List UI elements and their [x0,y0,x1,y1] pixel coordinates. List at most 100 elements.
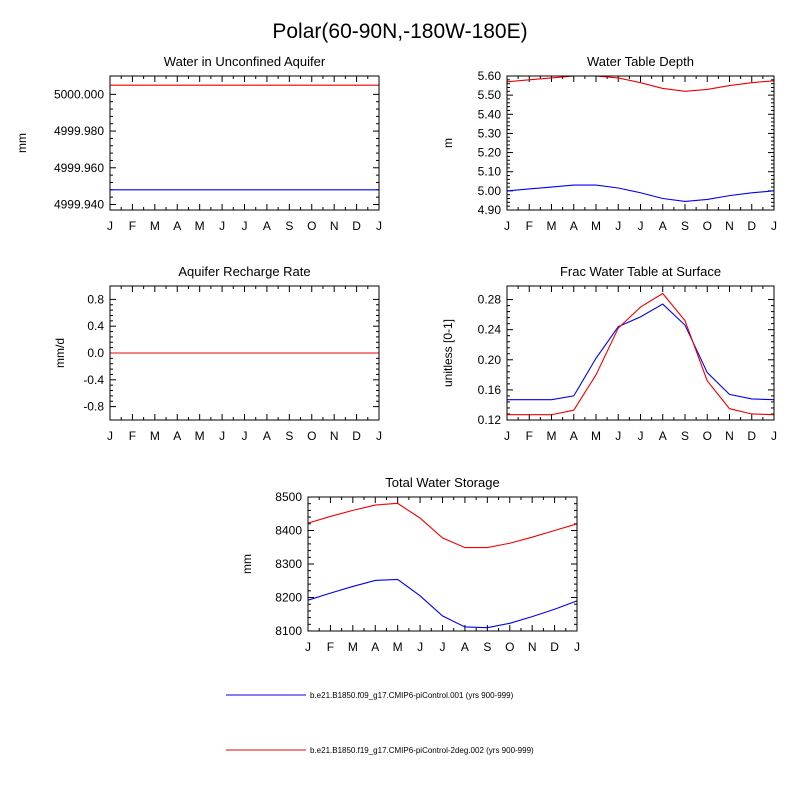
y-tick-label: 5.30 [478,126,502,140]
x-tick-label: N [330,219,339,233]
x-tick-label: J [771,429,777,443]
legend: b.e21.B1850.f09_g17.CMIP6-piControl.001 … [226,691,534,755]
y-tick-label: 4999.980 [54,124,104,138]
panel-title: Frac Water Table at Surface [560,264,721,279]
y-axis-label: mm [15,133,29,153]
y-tick-label: 8300 [275,557,302,571]
x-tick-label: D [550,640,559,654]
y-tick-label: 8100 [275,624,302,638]
plot-frame [506,75,775,211]
y-tick-label: 0.20 [478,353,502,367]
x-tick-label: M [195,429,205,443]
x-tick-label: O [703,219,712,233]
panel-frac: Frac Water Table at Surface unitless [0-1… [441,264,777,443]
x-tick-label: A [263,219,271,233]
x-tick-label: J [504,219,510,233]
plot-frame [307,496,578,632]
x-tick-label: A [461,640,469,654]
x-tick-label: M [150,429,160,443]
x-tick-label: O [505,640,514,654]
y-tick-label: 5.50 [478,88,502,102]
x-tick-label: J [440,640,446,654]
x-tick-label: J [376,219,382,233]
y-axis-label: unitless [0-1] [441,319,455,387]
x-tick-label: M [547,219,557,233]
x-tick-label: J [771,219,777,233]
x-tick-label: J [376,429,382,443]
legend-label: b.e21.B1850.f09_g17.CMIP6-piControl.001 … [310,691,514,700]
panel-title: Water Table Depth [587,54,694,69]
y-tick-label: 0.16 [478,383,502,397]
x-tick-label: J [219,219,225,233]
x-tick-label: J [638,219,644,233]
x-tick-label: J [417,640,423,654]
y-tick-label: 8500 [275,490,302,504]
plot-frame [109,75,380,211]
x-tick-label: O [307,429,316,443]
legend-item: b.e21.B1850.f19_g17.CMIP6-piControl-2deg… [226,746,534,755]
x-tick-label: J [219,429,225,443]
y-tick-label: 4999.940 [54,197,104,211]
panel-title: Water in Unconfined Aquifer [164,54,326,69]
panel-title: Aquifer Recharge Rate [178,264,310,279]
figure-title: Polar(60-90N,-180W-180E) [272,20,527,43]
y-axis-label: mm [240,554,254,574]
x-tick-label: J [574,640,580,654]
x-tick-label: N [330,429,339,443]
series-line-1 [307,578,578,629]
y-tick-label: 5.20 [478,146,502,160]
legend-item: b.e21.B1850.f09_g17.CMIP6-piControl.001 … [226,691,514,700]
y-tick-label: 5.40 [478,107,502,121]
x-tick-label: D [352,429,361,443]
x-tick-label: J [504,429,510,443]
x-tick-label: A [659,429,667,443]
x-tick-label: M [195,219,205,233]
y-tick-label: 0.0 [87,346,104,360]
x-tick-label: A [659,219,667,233]
x-tick-label: S [681,219,689,233]
plot-frame [109,285,380,421]
x-tick-label: J [638,429,644,443]
x-tick-label: F [129,219,136,233]
series-line-2 [507,292,775,416]
x-tick-label: N [528,640,537,654]
y-tick-label: 5.00 [478,184,502,198]
x-tick-label: M [591,429,601,443]
x-tick-label: N [725,219,734,233]
x-tick-label: J [107,219,113,233]
plot-frame [506,285,775,421]
y-tick-label: 0.24 [478,323,502,337]
x-tick-label: O [703,429,712,443]
x-tick-label: A [371,640,379,654]
y-tick-label: 4.90 [478,203,502,217]
y-tick-label: 0.28 [478,293,502,307]
x-tick-label: F [129,429,136,443]
y-tick-label: -0.8 [83,400,104,414]
panel-title: Total Water Storage [385,475,499,490]
y-tick-label: 8200 [275,591,302,605]
x-tick-label: J [242,429,248,443]
x-tick-label: J [242,219,248,233]
y-tick-label: 4999.960 [54,161,104,175]
x-tick-label: M [591,219,601,233]
x-tick-label: D [747,429,756,443]
x-tick-label: A [570,219,578,233]
y-axis-label: mm/d [53,338,67,368]
x-tick-label: O [307,219,316,233]
legend-label: b.e21.B1850.f19_g17.CMIP6-piControl-2deg… [310,746,534,755]
series-line-1 [507,303,775,401]
x-tick-label: A [263,429,271,443]
x-tick-label: J [107,429,113,443]
x-tick-label: F [327,640,334,654]
x-tick-label: J [615,429,621,443]
x-tick-label: A [570,429,578,443]
x-tick-label: F [526,429,533,443]
x-tick-label: M [150,219,160,233]
x-tick-label: A [173,429,181,443]
series-line-1 [506,184,775,202]
